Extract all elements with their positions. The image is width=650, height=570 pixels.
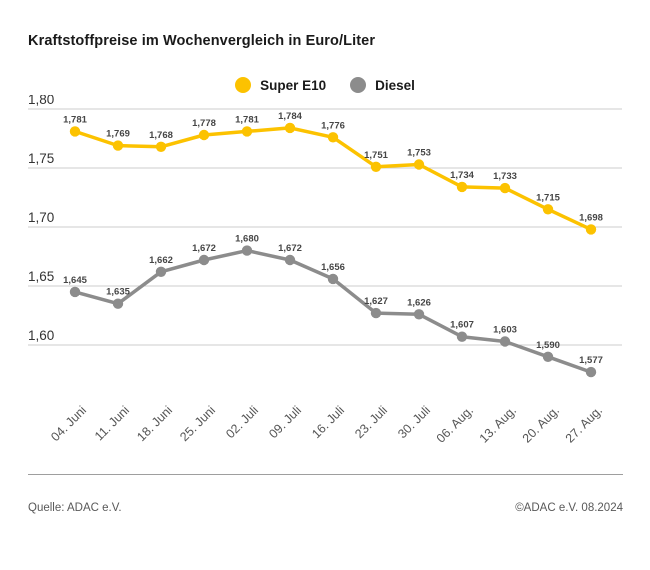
data-point	[413, 309, 425, 320]
data-point	[327, 132, 339, 143]
x-tick-label: 18. Juni	[134, 403, 175, 444]
data-point-label: 1,753	[407, 148, 431, 159]
legend-label-diesel: Diesel	[375, 77, 415, 93]
data-point	[499, 182, 511, 194]
data-point-label: 1,590	[536, 340, 560, 351]
source-text: Quelle: ADAC e.V.	[28, 502, 122, 514]
x-axis-labels: 04. Juni 11. Juni 18. Juni 25. Juni 02. Juli…	[48, 403, 605, 445]
data-point	[112, 298, 124, 309]
x-tick-label: 25. Juni	[177, 403, 218, 444]
data-point	[155, 266, 167, 277]
y-tick-label: 1,80	[28, 95, 54, 107]
footer-divider	[28, 474, 623, 475]
data-point-label: 1,733	[493, 171, 517, 182]
data-point-label: 1,734	[450, 170, 474, 181]
x-tick-label: 30. Juli	[395, 403, 433, 441]
copyright-text: ©ADAC e.V. 08.2024	[515, 502, 623, 514]
data-point	[241, 126, 253, 137]
data-point-label: 1,672	[192, 243, 216, 254]
data-point	[370, 161, 382, 172]
fuel-price-line-chart: 1,80 1,75 1,70 1,65 1,60 1,781 1,769 1,768 1,778…	[28, 95, 622, 446]
data-point-label: 1,776	[321, 120, 345, 131]
x-tick-label: 13. Aug.	[477, 403, 519, 445]
footer: Quelle: ADAC e.V. ©ADAC e.V. 08.2024	[28, 502, 623, 514]
legend-item-diesel: Diesel	[350, 77, 415, 93]
x-tick-label: 09. Juli	[266, 403, 304, 441]
data-point-label: 1,769	[106, 129, 130, 140]
data-point-label: 1,603	[493, 325, 517, 336]
data-point	[198, 129, 210, 141]
data-point-label: 1,680	[235, 234, 259, 245]
data-point	[542, 204, 554, 215]
data-point	[112, 140, 124, 151]
x-tick-label: 23. Juli	[352, 403, 390, 441]
super-e10-dot-icon	[235, 77, 252, 93]
data-point-label: 1,645	[63, 275, 87, 286]
data-point-label: 1,781	[63, 114, 87, 125]
x-tick-label: 04. Juni	[48, 403, 89, 444]
data-point	[413, 159, 425, 170]
data-point	[241, 245, 253, 256]
data-point-label: 1,627	[364, 296, 388, 307]
data-point	[456, 331, 468, 342]
y-tick-label: 1,60	[28, 328, 54, 343]
y-tick-label: 1,75	[28, 151, 54, 166]
data-point	[585, 366, 597, 378]
x-tick-label: 06. Aug.	[434, 403, 476, 445]
data-point	[198, 254, 210, 266]
y-tick-label: 1,65	[28, 269, 54, 284]
x-tick-label: 27. Aug.	[563, 403, 605, 445]
x-tick-label: 16. Juli	[309, 403, 347, 441]
data-point-label: 1,778	[192, 118, 216, 129]
data-point-label: 1,672	[278, 243, 302, 254]
x-tick-label: 20. Aug.	[520, 403, 562, 445]
data-point	[69, 126, 81, 137]
chart-legend: Super E10 Diesel	[0, 77, 650, 93]
chart-title: Kraftstoffpreise im Wochenvergleich in E…	[28, 33, 376, 49]
data-point-label: 1,715	[536, 192, 560, 203]
data-point-label: 1,751	[364, 150, 388, 161]
data-point-label: 1,635	[106, 287, 130, 298]
series-super-e10: 1,781 1,769 1,768 1,778 1,781 1,784 1,776 1,751…	[63, 111, 603, 235]
data-point	[284, 122, 296, 134]
diesel-dot-icon	[350, 77, 367, 93]
data-point	[155, 141, 167, 152]
data-point-label: 1,626	[407, 297, 431, 308]
x-tick-label: 11. Juni	[92, 403, 132, 443]
gridlines-and-yticks: 1,80 1,75 1,70 1,65 1,60	[28, 95, 622, 346]
data-point-label: 1,768	[149, 130, 173, 141]
data-point-label: 1,698	[579, 212, 603, 223]
data-point	[370, 307, 382, 319]
series-diesel: 1,645 1,635 1,662 1,672 1,680 1,672 1,656 1,627…	[63, 234, 603, 378]
y-tick-label: 1,70	[28, 210, 54, 225]
data-point-label: 1,781	[235, 114, 259, 125]
legend-item-super-e10: Super E10	[235, 77, 326, 93]
data-point	[456, 181, 468, 193]
data-point	[69, 286, 81, 298]
data-point	[284, 254, 296, 266]
data-point-label: 1,656	[321, 262, 345, 273]
x-tick-label: 02. Juli	[223, 403, 261, 441]
data-point	[585, 224, 597, 235]
data-point-label: 1,784	[278, 111, 302, 122]
data-point	[542, 351, 554, 362]
data-point	[327, 273, 339, 285]
data-point-label: 1,577	[579, 355, 603, 366]
data-point	[499, 336, 511, 347]
legend-label-super-e10: Super E10	[260, 77, 327, 93]
data-point-label: 1,662	[149, 255, 173, 266]
data-point-label: 1,607	[450, 320, 474, 331]
